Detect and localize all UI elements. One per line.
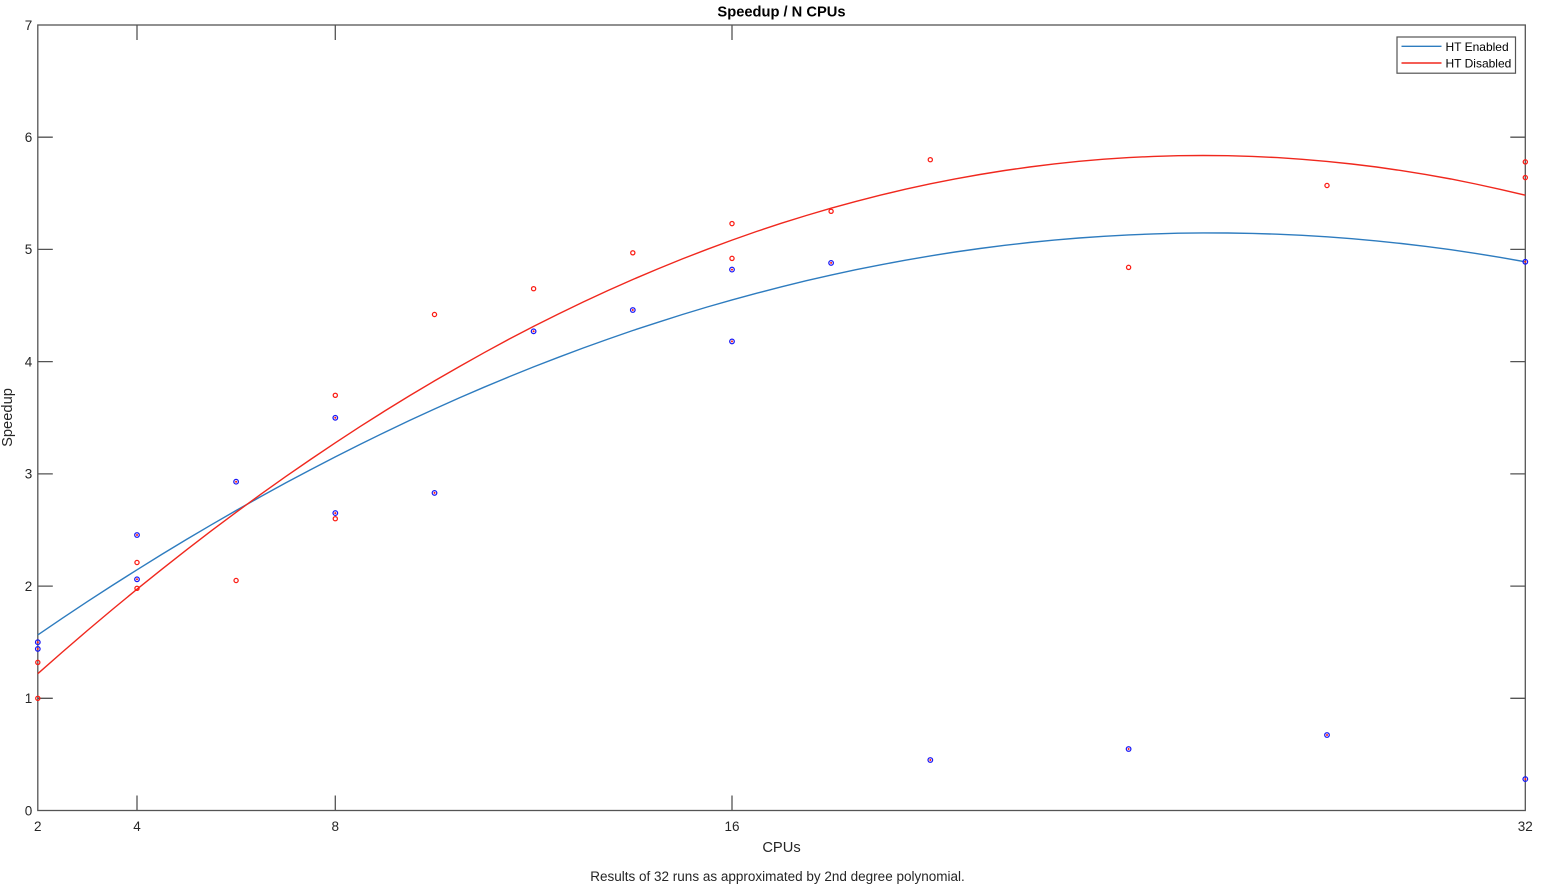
svg-text:CPUs: CPUs (762, 840, 800, 856)
svg-text:Speedup: Speedup (0, 388, 16, 447)
svg-text:2: 2 (25, 579, 33, 594)
svg-text:32: 32 (1518, 819, 1533, 834)
svg-text:8: 8 (332, 819, 340, 834)
svg-text:Results of 32 runs as approxim: Results of 32 runs as approximated by 2n… (590, 869, 964, 884)
svg-text:HT Disabled: HT Disabled (1446, 57, 1512, 71)
svg-text:1: 1 (25, 691, 33, 706)
svg-text:Speedup / N CPUs: Speedup / N CPUs (717, 5, 845, 21)
svg-text:2: 2 (34, 819, 42, 834)
svg-text:0: 0 (25, 803, 33, 818)
svg-text:5: 5 (25, 242, 33, 257)
svg-text:4: 4 (25, 354, 33, 369)
svg-text:3: 3 (25, 467, 33, 482)
svg-text:16: 16 (724, 819, 739, 834)
svg-text:7: 7 (25, 18, 33, 33)
svg-text:6: 6 (25, 130, 33, 145)
svg-text:HT Enabled: HT Enabled (1446, 40, 1509, 54)
svg-text:4: 4 (133, 819, 141, 834)
